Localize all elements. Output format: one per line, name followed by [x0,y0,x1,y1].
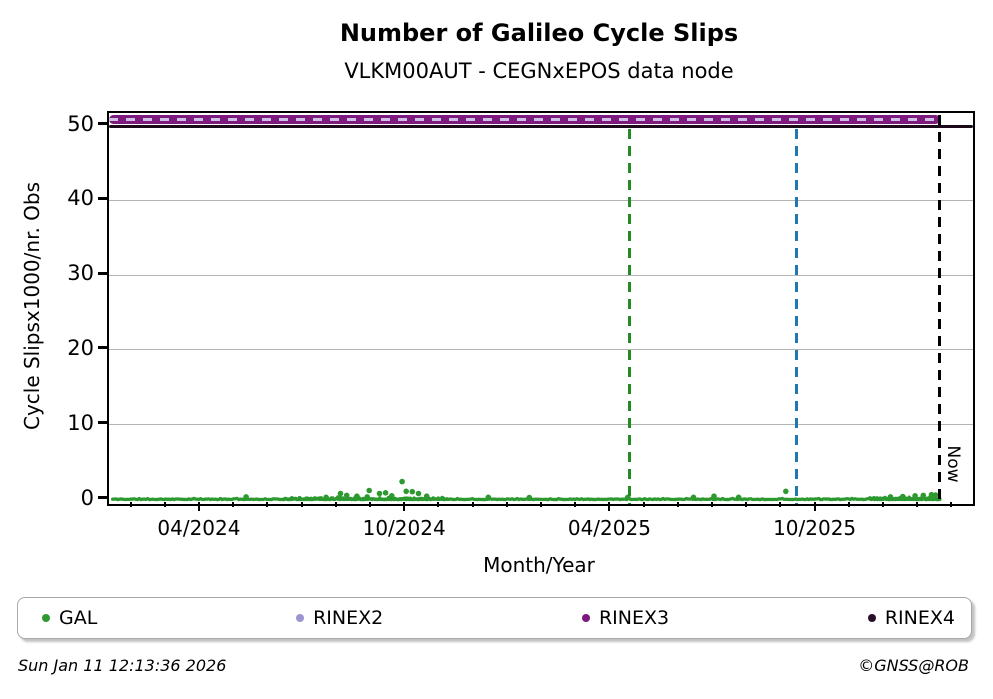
x-minor-tick [232,502,235,507]
legend-item-rinex2: RINEX2 [296,607,383,629]
blue-event-line [794,129,798,504]
y-gridline [109,424,973,426]
y-gridline [109,349,973,351]
legend-item-rinex4: RINEX4 [867,607,955,629]
rinex4-legend-dot [867,614,876,622]
x-minor-tick [779,502,782,507]
y-axis-title: Cycle Slipsx1000/nr. Obs [20,181,44,431]
plot-area [107,111,975,506]
y-tick-label: 30 [67,261,94,286]
x-tick-label: 04/2025 [567,516,651,540]
gal-legend-dot [42,614,50,622]
x-major-tick [608,502,611,511]
now-line [938,115,942,504]
x-minor-tick [539,502,542,507]
chart-subtitle: VLKM00AUT - CEGNxEPOS data node [344,59,734,83]
y-tick [98,496,107,499]
x-minor-tick [676,502,679,507]
x-minor-tick [266,502,269,507]
x-tick-label: 04/2024 [157,516,241,540]
x-minor-tick [916,502,919,507]
x-minor-tick [642,502,645,507]
legend-label: RINEX2 [313,607,384,629]
legend: GAL RINEX2 RINEX3 RINEX4 [17,597,972,639]
y-tick-label: 40 [67,186,94,211]
y-tick-label: 50 [67,111,94,136]
rinex4-line [109,125,973,129]
x-major-tick [813,502,816,511]
rinex2-legend-dot [296,614,305,622]
legend-item-rinex3: RINEX3 [581,607,670,629]
y-tick [98,122,107,126]
x-tick-label: 10/2024 [362,516,446,540]
plot-timestamp: Sun Jan 11 12:13:36 2026 [18,656,227,675]
x-minor-tick [471,502,474,507]
x-minor-tick [882,502,885,507]
legend-label: GAL [59,607,98,629]
copyright-credit: ©GNSS@ROB [858,656,969,675]
x-minor-tick [300,502,303,507]
x-minor-tick [334,502,337,507]
gal-scatter-points [111,478,942,502]
x-minor-tick [745,502,748,507]
chart-title: Number of Galileo Cycle Slips [339,19,739,47]
legend-label: RINEX4 [884,607,955,629]
y-tick-label: 0 [80,485,94,510]
rinex3-legend-dot [581,614,590,622]
x-minor-tick [368,502,371,507]
rinex2-line [109,118,940,122]
x-minor-tick [505,502,508,507]
legend-label: RINEX3 [598,607,670,629]
x-minor-tick [847,502,850,507]
y-tick [98,271,107,275]
x-axis-title: Month/Year [483,553,595,577]
x-minor-tick [437,502,440,507]
x-minor-tick [574,502,577,507]
y-tick-label: 20 [67,335,94,360]
x-minor-tick [950,502,953,507]
x-minor-tick [129,502,132,507]
x-minor-tick [711,502,713,507]
y-gridline [109,274,973,276]
y-tick [98,196,107,200]
x-major-tick [403,502,406,511]
legend-item-gal: GAL [42,607,97,629]
y-tick-label: 10 [67,410,94,435]
green-event-line [628,129,632,504]
y-tick [98,346,107,350]
x-major-tick [197,502,200,511]
y-tick [98,421,107,425]
x-tick-label: 10/2025 [773,516,857,540]
x-minor-tick [163,502,166,507]
plot-canvas [109,113,973,504]
y-gridline [109,199,973,201]
